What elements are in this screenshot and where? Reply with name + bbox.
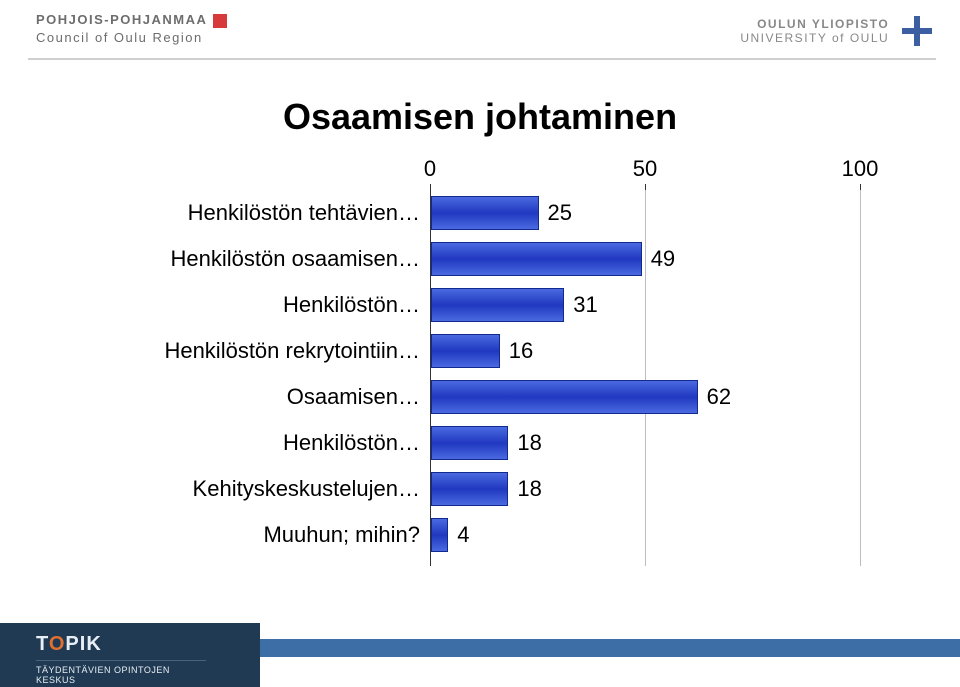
logo-left-line2: Council of Oulu Region: [36, 30, 227, 45]
bar-label: Henkilöstön…: [80, 286, 420, 324]
bar-label: Henkilöstön osaamisen…: [80, 240, 420, 278]
logo-left-square-icon: [213, 14, 227, 28]
footer-subline: TÄYDENTÄVIEN OPINTOJEN KESKUS: [36, 660, 206, 685]
bar-value: 31: [573, 286, 597, 324]
bar-row: Osaamisen… 62: [80, 378, 880, 416]
bar-label: Muuhun; mihin?: [80, 516, 420, 554]
bar-value: 49: [651, 240, 675, 278]
logo-right-line2: UNIVERSITY of OULU: [740, 31, 889, 45]
footer-brand-dot-icon: O: [49, 633, 66, 655]
chart-title: Osaamisen johtaminen: [80, 96, 880, 138]
bar-label: Kehityskeskustelujen…: [80, 470, 420, 508]
footer-dark: TOPIK TÄYDENTÄVIEN OPINTOJEN KESKUS: [0, 623, 260, 687]
bar-label: Osaamisen…: [80, 378, 420, 416]
logo-right: OULUN YLIOPISTO UNIVERSITY of OULU: [740, 16, 932, 46]
x-tick-label: 50: [625, 156, 665, 182]
x-tick-label: 0: [410, 156, 450, 182]
bar-label: Henkilöstön tehtävien…: [80, 194, 420, 232]
bar: [431, 288, 564, 322]
bar: [431, 380, 698, 414]
logo-left-line1: POHJOIS-POHJANMAA: [36, 12, 207, 27]
bar: [431, 196, 539, 230]
bar: [431, 334, 500, 368]
bar-row: Henkilöstön… 18: [80, 424, 880, 462]
bar-value: 4: [457, 516, 469, 554]
bar-value: 62: [707, 378, 731, 416]
bar-row: Kehityskeskustelujen… 18: [80, 470, 880, 508]
footer-brand: TOPIK: [36, 623, 260, 656]
bar: [431, 518, 448, 552]
chart-plot: 050100Henkilöstön tehtävien…25Henkilöstö…: [80, 150, 880, 566]
bar: [431, 472, 508, 506]
plus-icon: [902, 16, 932, 46]
x-tick-label: 100: [840, 156, 880, 182]
top-logos: POHJOIS-POHJANMAA Council of Oulu Region…: [0, 12, 960, 72]
header-divider: [28, 58, 936, 60]
bar-value: 16: [509, 332, 533, 370]
bar-row: Henkilöstön tehtävien… 25: [80, 194, 880, 232]
bar-label: Henkilöstön…: [80, 424, 420, 462]
bar: [431, 426, 508, 460]
bar-label: Henkilöstön rekrytointiin…: [80, 332, 420, 370]
bar-row: Henkilöstön… 31: [80, 286, 880, 324]
logo-left: POHJOIS-POHJANMAA Council of Oulu Region: [36, 12, 227, 45]
logo-right-line1: OULUN YLIOPISTO: [740, 17, 889, 31]
chart: Osaamisen johtaminen 0 50 100 Henkilöstön t…: [80, 96, 880, 566]
bar-row: Muuhun; mihin? 4: [80, 516, 880, 554]
bar: [431, 242, 642, 276]
bar-value: 18: [517, 424, 541, 462]
bar-value: 18: [517, 470, 541, 508]
bar-row: Henkilöstön osaamisen… 49: [80, 240, 880, 278]
bar-row: Henkilöstön rekrytointiin… 16: [80, 332, 880, 370]
bar-value: 25: [548, 194, 572, 232]
